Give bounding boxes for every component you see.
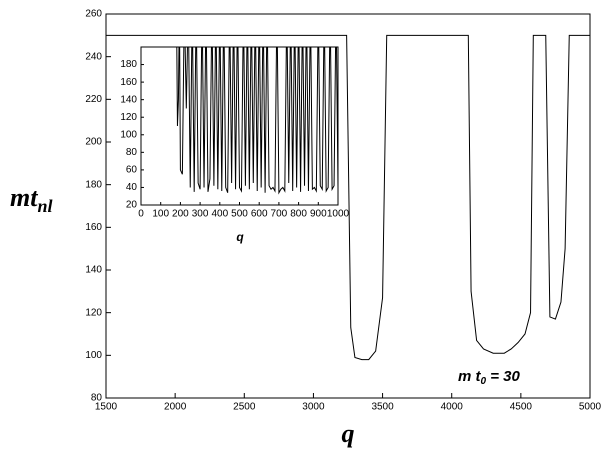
x-tick-label: 3000 xyxy=(302,402,325,413)
y-tick-label: 260 xyxy=(85,9,102,20)
x-tick-label: 0 xyxy=(138,209,144,220)
x-axis-label: q xyxy=(342,419,355,448)
x-tick-label: 300 xyxy=(192,209,209,220)
y-tick-label: 240 xyxy=(85,51,102,62)
data-line xyxy=(106,34,590,361)
data-line xyxy=(176,47,338,195)
y-tick-label: 80 xyxy=(126,147,138,158)
x-tick-label: 3500 xyxy=(371,402,394,413)
x-tick-label: 2000 xyxy=(164,402,187,413)
inset-x-label: q xyxy=(236,230,244,244)
y-tick-label: 120 xyxy=(120,112,137,123)
x-tick-label: 1500 xyxy=(95,402,118,413)
x-tick-label: 400 xyxy=(211,209,228,220)
x-tick-label: 500 xyxy=(231,209,248,220)
x-tick-label: 5000 xyxy=(579,402,602,413)
x-tick-label: 4000 xyxy=(441,402,464,413)
x-tick-label: 600 xyxy=(251,209,268,220)
x-tick-label: 4500 xyxy=(510,402,533,413)
y-tick-label: 40 xyxy=(126,182,138,193)
y-tick-label: 160 xyxy=(120,77,137,88)
x-tick-label: 2500 xyxy=(233,402,256,413)
y-tick-label: 100 xyxy=(85,350,102,361)
x-tick-label: 800 xyxy=(290,209,307,220)
x-tick-label: 900 xyxy=(310,209,327,220)
x-tick-label: 100 xyxy=(152,209,169,220)
y-tick-label: 140 xyxy=(85,265,102,276)
y-axis-label: mtnl xyxy=(10,183,52,216)
y-tick-label: 20 xyxy=(126,200,138,211)
y-tick-label: 200 xyxy=(85,137,102,148)
y-tick-label: 180 xyxy=(120,59,137,70)
y-tick-label: 220 xyxy=(85,94,102,105)
x-tick-label: 1000 xyxy=(327,209,350,220)
y-tick-label: 160 xyxy=(85,222,102,233)
annotation: m t0 = 30 xyxy=(458,368,520,387)
x-tick-label: 200 xyxy=(172,209,189,220)
y-tick-label: 80 xyxy=(91,393,103,404)
y-tick-label: 120 xyxy=(85,307,102,318)
y-tick-label: 180 xyxy=(85,179,102,190)
x-tick-label: 700 xyxy=(271,209,288,220)
y-tick-label: 140 xyxy=(120,94,137,105)
y-tick-label: 100 xyxy=(120,129,137,140)
y-tick-label: 60 xyxy=(126,165,138,176)
